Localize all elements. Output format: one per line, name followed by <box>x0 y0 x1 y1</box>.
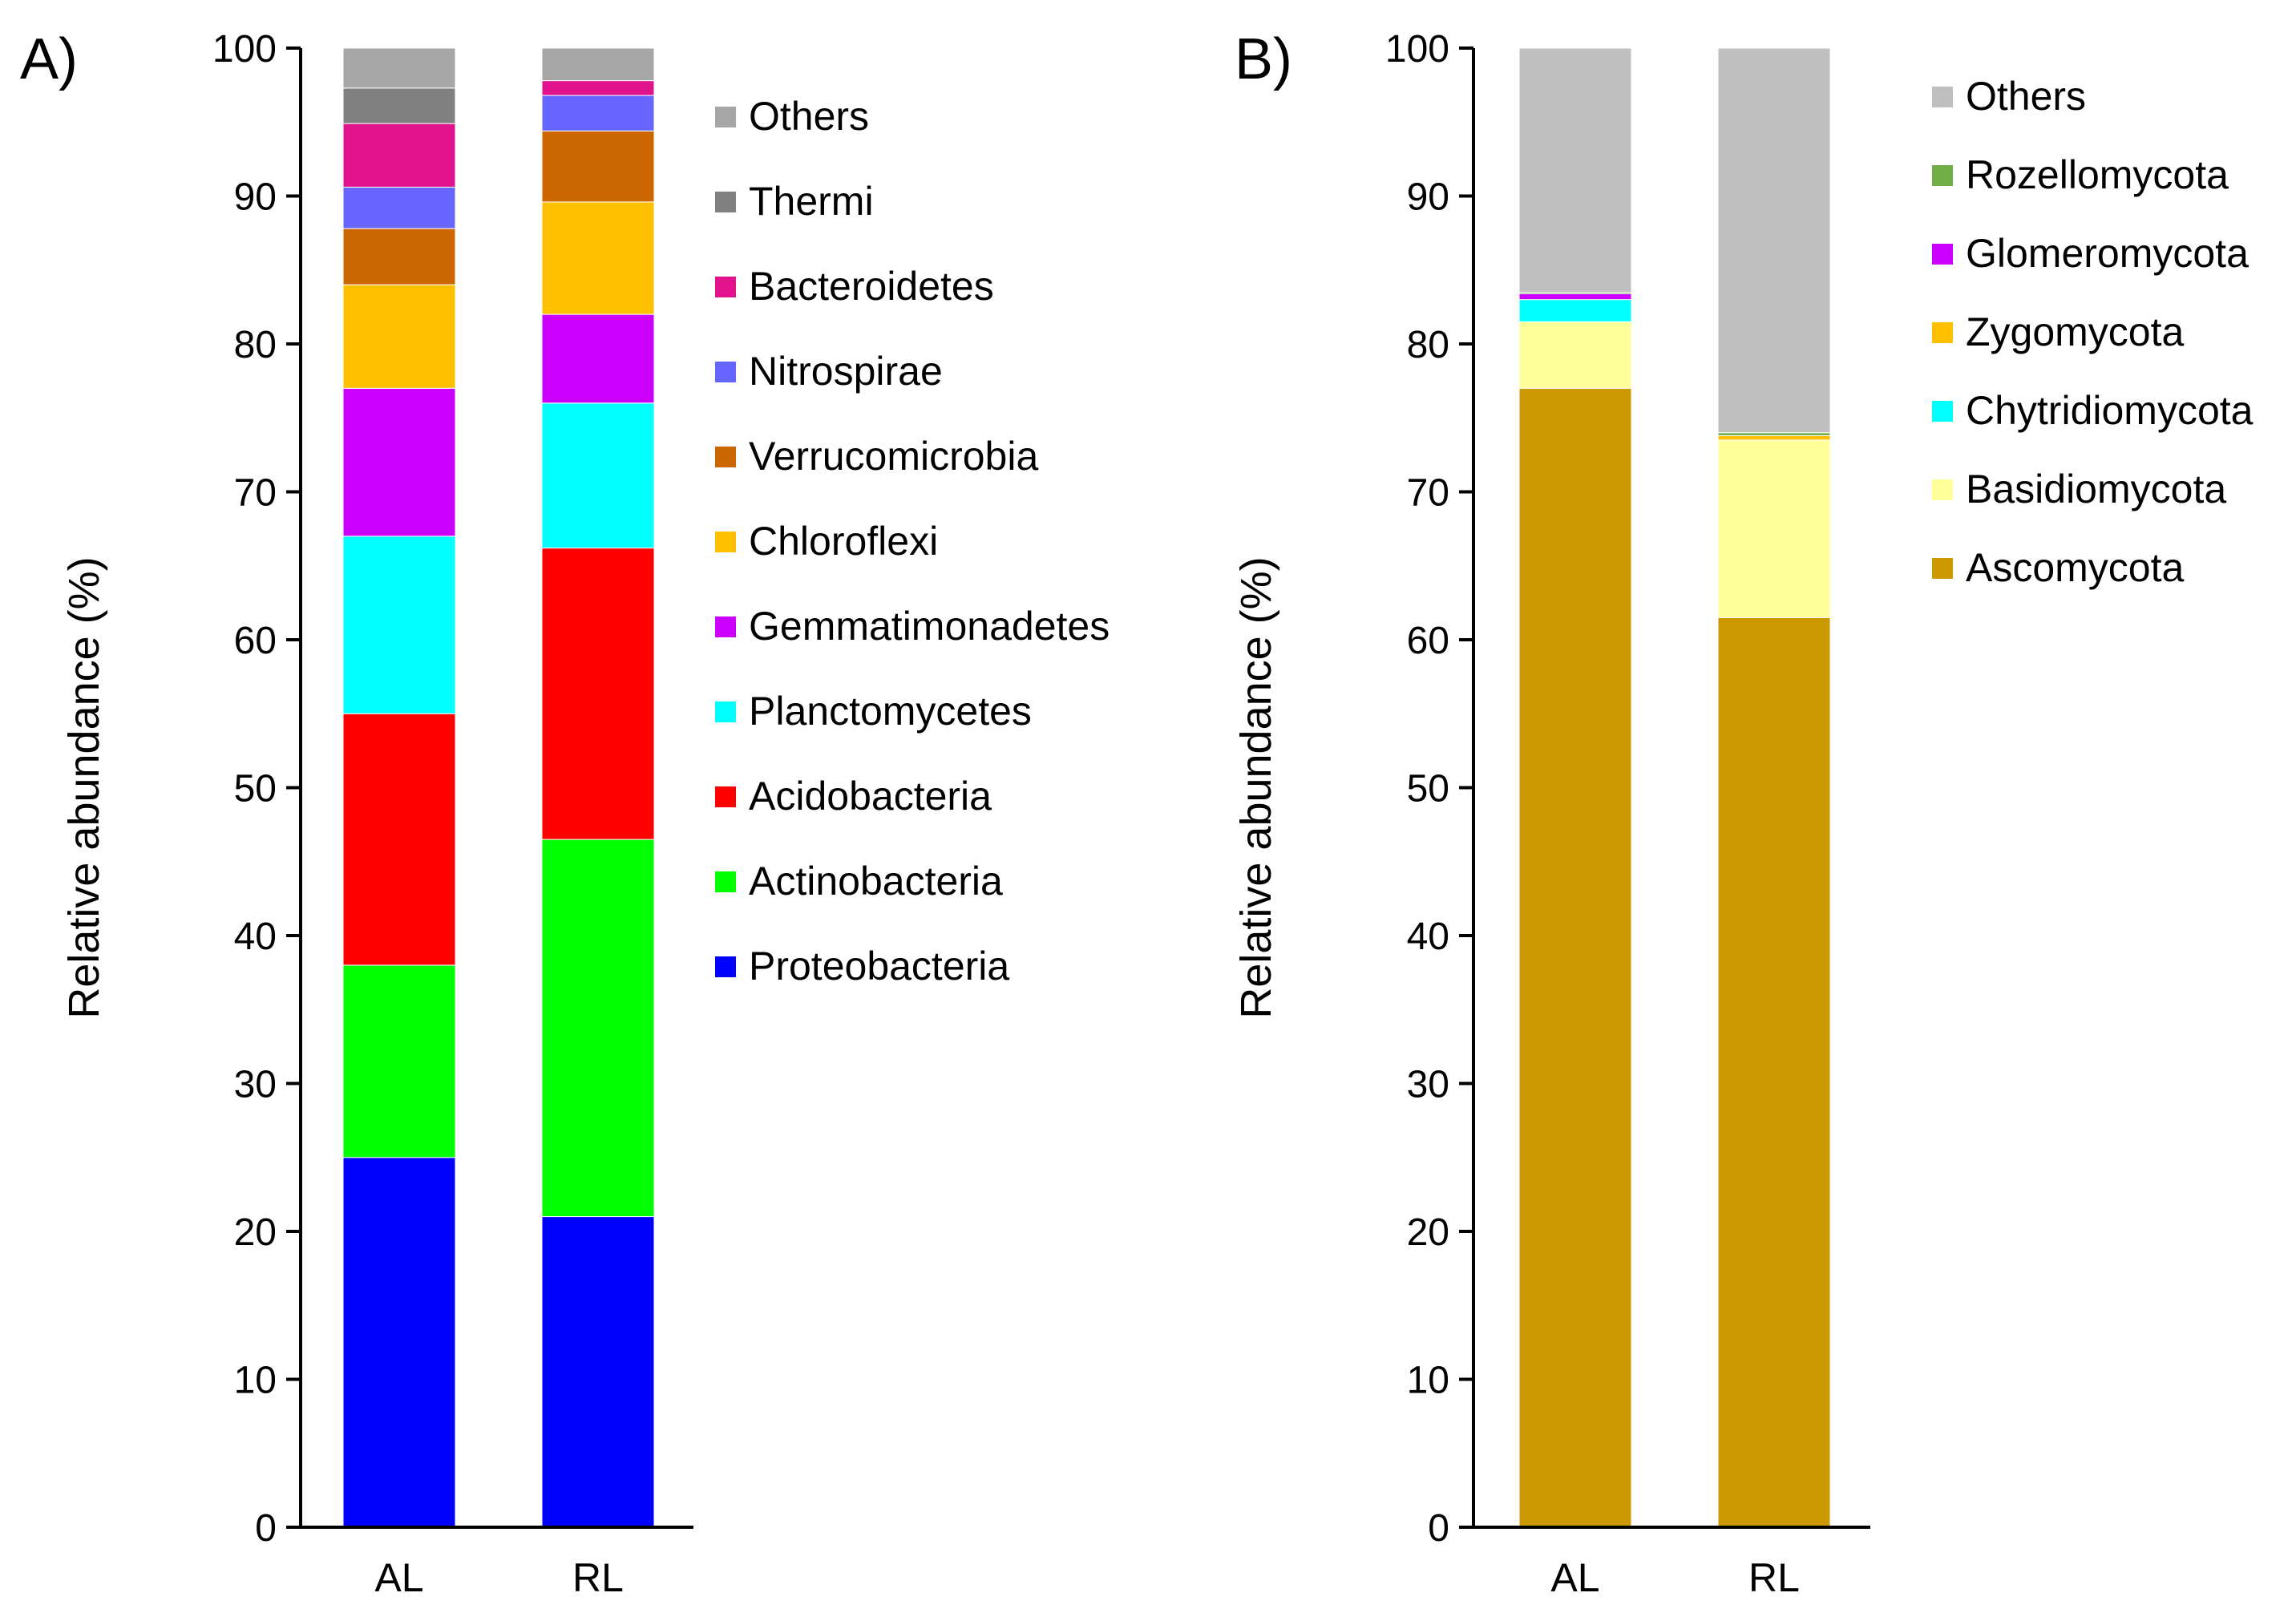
panel-a-legend-label-bacteroidetes: Bacteroidetes <box>749 264 994 309</box>
panel-b-label: B) <box>1235 27 1292 91</box>
panel-b-x-tick-label-rl: RL <box>1748 1555 1800 1600</box>
panel-a-legend-swatch-others <box>715 107 736 127</box>
panel-a-y-tick-label: 40 <box>234 916 277 958</box>
panel-b-bar-al-chytridiomycota <box>1518 299 1632 322</box>
panel-a-legend-swatch-planctomycetes <box>715 701 736 722</box>
panel-a-legend-swatch-thermi <box>715 192 736 212</box>
panel-a-bar-al-bacteroidetes <box>342 123 456 188</box>
panel-a-y-tick-label: 100 <box>212 28 277 71</box>
panel-b-x-tick-label-al: AL <box>1550 1555 1599 1600</box>
panel-a-legend-swatch-verrucomicrobia <box>715 447 736 467</box>
panel-b-y-tick-label: 30 <box>1407 1064 1449 1106</box>
panel-a-legend-swatch-proteobacteria <box>715 956 736 977</box>
panel-a-y-tick-label: 60 <box>234 620 277 662</box>
panel-b-y-tick-label: 40 <box>1407 916 1449 958</box>
panel-b-legend-label-rozellomycota: Rozellomycota <box>1966 152 2229 197</box>
panel-a-bar-rl-chloroflexi <box>541 201 655 315</box>
panel-a-y-tick-label: 90 <box>234 176 277 219</box>
panel-b-legend-label-ascomycota: Ascomycota <box>1966 545 2185 590</box>
panel-b-y-tick-label: 50 <box>1407 768 1449 811</box>
panel-a-legend-swatch-actinobacteria <box>715 871 736 892</box>
panel-b-legend-label-zygomycota: Zygomycota <box>1966 309 2185 354</box>
panel-a-bar-rl-gemmatimonadetes <box>541 313 655 404</box>
panel-a-y-tick-label: 20 <box>234 1211 277 1254</box>
panel-a-legend-label-gemmatimonadetes: Gemmatimonadetes <box>749 604 1110 649</box>
panel-a-bar-rl-verrucomicrobia <box>541 130 655 203</box>
panel-b-legend-swatch-rozellomycota <box>1932 165 1953 186</box>
panel-b-y-tick-label: 70 <box>1407 472 1449 515</box>
panel-a-legend-label-verrucomicrobia: Verrucomicrobia <box>749 434 1038 479</box>
panel-a-y-tick-label: 70 <box>234 472 277 515</box>
panel-b-bar-al-ascomycota <box>1518 387 1632 1528</box>
panel-b-legend-label-chytridiomycota: Chytridiomycota <box>1966 388 2254 433</box>
panel-a-bar-al-nitrospirae <box>342 186 456 229</box>
panel-a-bar-rl-nitrospirae <box>541 95 655 131</box>
panel-b-legend-swatch-zygomycota <box>1932 322 1953 343</box>
panel-b-y-tick-label: 20 <box>1407 1211 1449 1254</box>
panel-b-bar-rl-zygomycota <box>1717 435 1831 441</box>
panel-a-x-tick-label-rl: RL <box>572 1555 624 1600</box>
panel-b-bar-al-glomeromycota <box>1518 293 1632 301</box>
panel-a-bar-rl-planctomycetes <box>541 402 655 549</box>
panel-a-legend-label-others: Others <box>749 94 869 139</box>
panel-b-bar-rl-rozellomycota <box>1717 432 1831 436</box>
panel-b-legend-swatch-others <box>1932 87 1953 107</box>
panel-a-bar-al-proteobacteria <box>342 1157 456 1528</box>
panel-b-legend-label-others: Others <box>1966 74 2086 119</box>
panel-a-bar-al-acidobacteria <box>342 713 456 966</box>
panel-b-y-tick-label: 100 <box>1385 28 1449 71</box>
panel-a-y-tick-label: 50 <box>234 768 277 811</box>
panel-a-bar-al-actinobacteria <box>342 964 456 1158</box>
panel-b-y-axis-label: Relative abundance (%) <box>1232 556 1280 1018</box>
panel-a-legend-swatch-gemmatimonadetes <box>715 616 736 637</box>
panel-a-bar-al-chloroflexi <box>342 284 456 389</box>
panel-a-bar-rl-proteobacteria <box>541 1216 655 1528</box>
panel-a-legend-label-chloroflexi: Chloroflexi <box>749 519 938 564</box>
panel-b-y-tick-label: 10 <box>1407 1360 1449 1402</box>
panel-b-y-tick-label: 0 <box>1428 1507 1449 1550</box>
panel-b-legend-swatch-basidiomycota <box>1932 479 1953 500</box>
panel-a-bar-al-verrucomicrobia <box>342 228 456 285</box>
panel-a-legend-label-planctomycetes: Planctomycetes <box>749 689 1032 734</box>
panel-b-y-tick-label: 90 <box>1407 176 1449 219</box>
panel-a-y-tick-label: 0 <box>255 1507 277 1550</box>
panel-a-bar-rl-others <box>541 47 655 82</box>
panel-a-bar-al-planctomycetes <box>342 536 456 714</box>
panel-a-x-tick-label-al: AL <box>374 1555 423 1600</box>
panel-b-bar-rl-ascomycota <box>1717 616 1831 1528</box>
panel-b-bar-rl-basidiomycota <box>1717 439 1831 618</box>
panel-a-bar-rl-bacteroidetes <box>541 80 655 96</box>
panel-a-bar-rl-acidobacteria <box>541 548 655 840</box>
panel-a-legend-swatch-chloroflexi <box>715 532 736 552</box>
panel-b-bar-al-basidiomycota <box>1518 321 1632 389</box>
panel-b-legend-swatch-glomeromycota <box>1932 244 1953 265</box>
panel-b-y-tick-label: 80 <box>1407 324 1449 366</box>
panel-a-bar-al-others <box>342 47 456 89</box>
panel-b-legend-swatch-ascomycota <box>1932 558 1953 579</box>
panel-a-y-tick-label: 10 <box>234 1360 277 1402</box>
panel-a-legend-label-actinobacteria: Actinobacteria <box>749 859 1003 904</box>
panel-a-legend-label-nitrospirae: Nitrospirae <box>749 349 943 394</box>
panel-b-legend-label-basidiomycota: Basidiomycota <box>1966 467 2226 511</box>
panel-b-legend-label-glomeromycota: Glomeromycota <box>1966 231 2249 276</box>
panel-b-y-tick-label: 60 <box>1407 620 1449 662</box>
panel-a-label: A) <box>20 27 78 91</box>
panel-a-y-axis-label: Relative abundance (%) <box>60 556 108 1018</box>
panel-a-legend-label-thermi: Thermi <box>749 179 874 224</box>
panel-a-y-tick-label: 30 <box>234 1064 277 1106</box>
panel-b-bar-al-others <box>1518 47 1632 293</box>
panel-a-legend-swatch-acidobacteria <box>715 786 736 807</box>
panel-b-bar-rl-others <box>1717 47 1831 434</box>
panel-a-bar-rl-actinobacteria <box>541 839 655 1218</box>
panel-a-legend-label-acidobacteria: Acidobacteria <box>749 774 992 819</box>
panel-a-legend-swatch-bacteroidetes <box>715 277 736 297</box>
panel-a-legend-swatch-nitrospirae <box>715 362 736 382</box>
panel-a-y-tick-label: 80 <box>234 324 277 366</box>
panel-a-legend-label-proteobacteria: Proteobacteria <box>749 944 1009 988</box>
panel-b-legend-swatch-chytridiomycota <box>1932 401 1953 422</box>
panel-a-bar-al-thermi <box>342 87 456 124</box>
panel-a-bar-al-gemmatimonadetes <box>342 387 456 537</box>
